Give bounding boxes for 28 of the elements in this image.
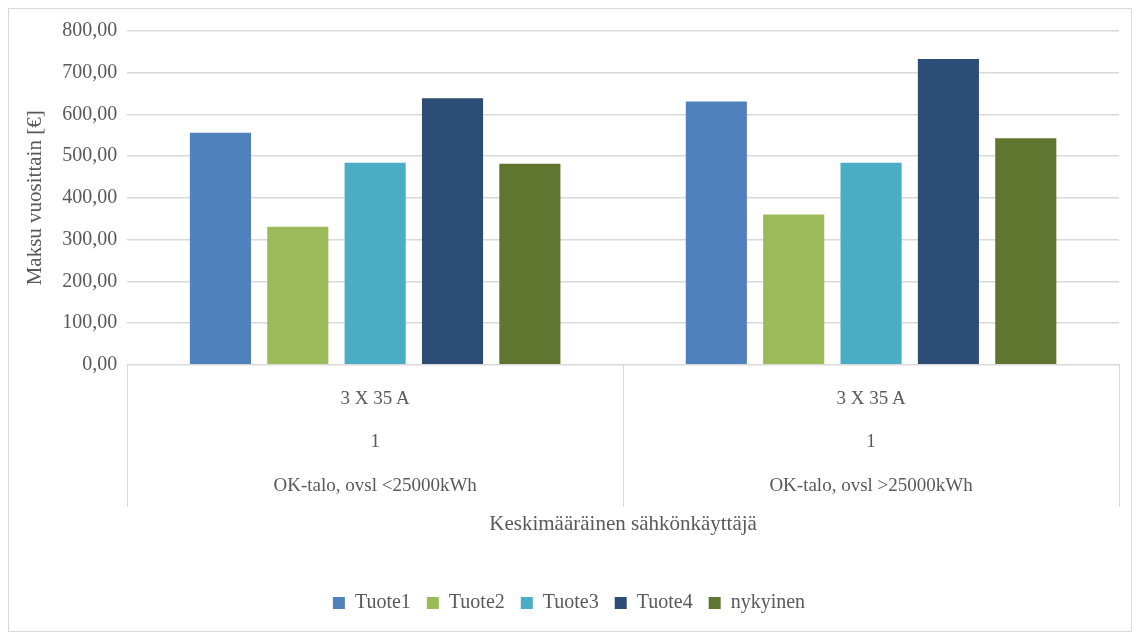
bar (840, 162, 902, 364)
bar (917, 58, 979, 364)
y-tick-label: 300,00 (62, 226, 118, 249)
bar (421, 98, 484, 364)
bar (763, 214, 825, 364)
y-tick-label: 500,00 (62, 143, 118, 166)
legend-label: Tuote3 (542, 590, 599, 613)
y-tick-label: 0,00 (82, 351, 118, 374)
bar (267, 226, 329, 364)
x-tick-label: 3 X 35 A 1 OK-talo, ovsl <25000kWh (273, 386, 478, 495)
y-axis-title: Maksu vuosittain [€] (22, 110, 47, 286)
legend-label: Tuote2 (448, 590, 505, 613)
legend-label: Tuote4 (636, 590, 693, 613)
legend-label: Tuote1 (354, 590, 411, 613)
y-tick-label: 200,00 (62, 268, 118, 291)
bar (995, 138, 1057, 364)
x-axis-title: Keskimääräinen sähkönkäyttäjä (489, 510, 758, 535)
y-tick-label: 700,00 (62, 59, 118, 82)
bar (685, 101, 747, 364)
legend-label: nykyinen (730, 590, 806, 614)
y-tick-label: 100,00 (62, 310, 118, 333)
x-tick-label: 3 X 35 A 1 OK-talo, ovsl >25000kWh (769, 386, 974, 495)
bar (344, 162, 406, 364)
y-tick-label: 800,00 (62, 18, 118, 41)
y-tick-label: 400,00 (62, 185, 118, 208)
bar (499, 163, 561, 364)
bar (189, 132, 251, 364)
y-tick-label: 600,00 (62, 101, 118, 124)
